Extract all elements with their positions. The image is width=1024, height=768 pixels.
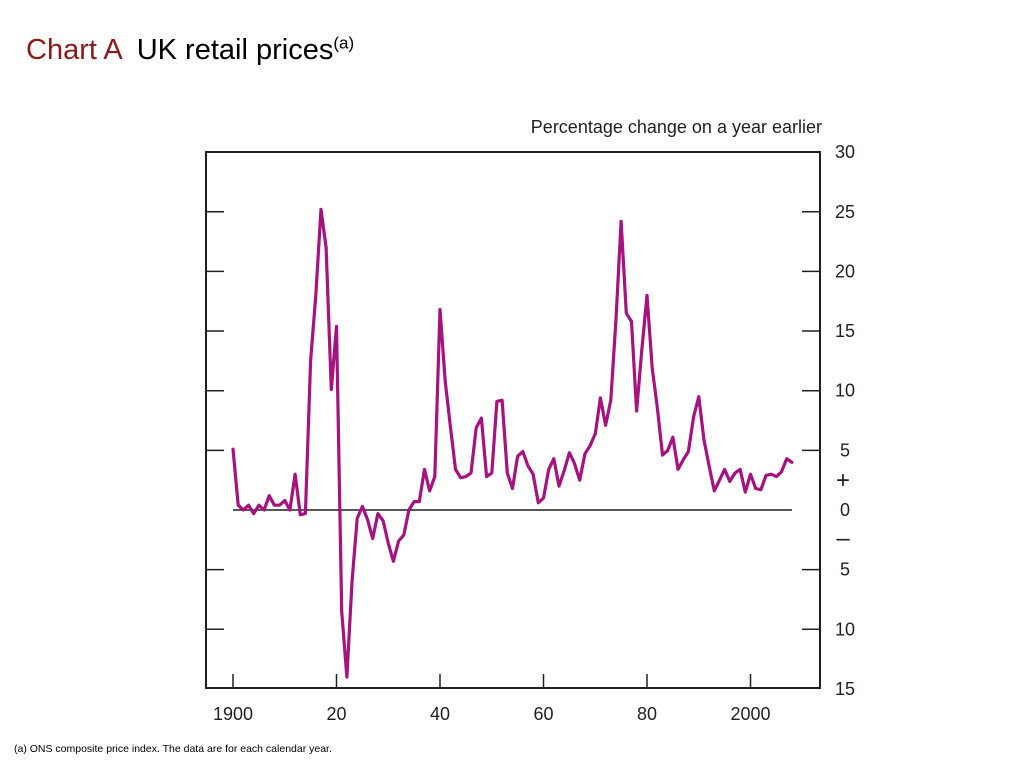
x-tick-label: 2000	[730, 704, 770, 724]
y-tick-label: 25	[835, 202, 855, 222]
y-tick-label: 10	[835, 381, 855, 401]
retail-price-inflation-line	[231, 207, 794, 679]
x-tick-label: 20	[326, 704, 346, 724]
negative-sign: –	[836, 525, 850, 552]
positive-sign: +	[836, 467, 850, 494]
x-tick-label: 60	[533, 704, 553, 724]
x-tick-label: 40	[430, 704, 450, 724]
y-tick-label: 20	[835, 261, 855, 281]
slide-title: Chart A UK retail prices(a)	[26, 28, 354, 72]
title-footnote-marker: (a)	[333, 33, 355, 53]
y-tick-label: 0	[840, 500, 850, 520]
y-tick-label: 10	[835, 619, 855, 639]
y-tick-label: 5	[840, 440, 850, 460]
chart-title: UK retail prices	[136, 34, 334, 66]
y-tick-label: 15	[835, 679, 855, 699]
chart-subtitle: Percentage change on a year earlier	[531, 117, 822, 137]
x-tick-label: 80	[637, 704, 657, 724]
y-tick-label: 5	[840, 560, 850, 580]
footnote: (a) ONS composite price index. The data …	[14, 743, 332, 755]
y-tick-label: 30	[835, 142, 855, 162]
y-tick-label: 15	[835, 321, 855, 341]
x-axis-ticks: 1900 20 40 60 80 2000	[213, 674, 771, 724]
chart-label: Chart A	[26, 34, 123, 66]
x-tick-label: 1900	[213, 704, 253, 724]
y-axis-ticks: 15 10 5 0 5 10 15 20 25 30	[206, 142, 855, 699]
plot-frame	[205, 151, 821, 689]
